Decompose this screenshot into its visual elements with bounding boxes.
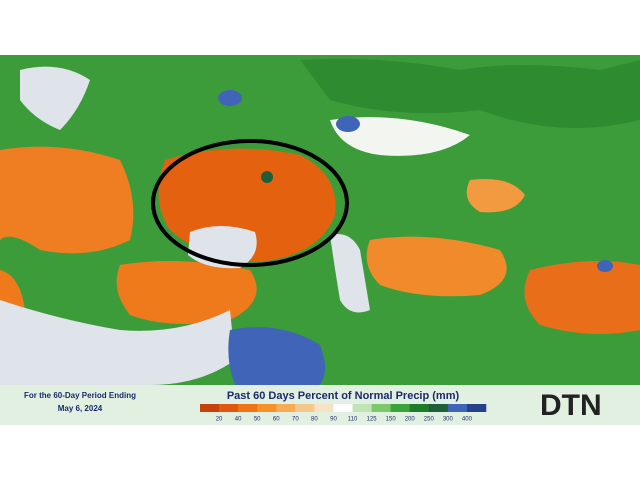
dry-region <box>366 236 507 297</box>
mediterranean-sea <box>0 300 235 385</box>
legend-tick-label: 400 <box>462 417 473 423</box>
wet-spot <box>261 171 273 183</box>
dry-region <box>524 261 640 334</box>
legend-tick-label: 300 <box>443 417 454 423</box>
legend-tick-label: 150 <box>386 417 397 423</box>
legend-swatch <box>371 404 391 412</box>
color-legend: 20 40 50 60 70 80 90 110 125 150 200 250 300 400 <box>200 404 487 423</box>
highlight-circle <box>151 139 349 267</box>
legend-swatch <box>447 404 468 412</box>
dry-region <box>0 146 134 254</box>
legend-swatch <box>314 404 334 412</box>
legend-swatch <box>295 404 315 412</box>
dark-green-region <box>300 58 640 128</box>
legend-swatch <box>200 404 220 412</box>
legend-tick-label: 60 <box>273 417 280 423</box>
baltic-sea <box>20 66 90 130</box>
legend-swatch <box>409 404 430 412</box>
logo: DTN <box>540 389 602 422</box>
legend-swatch <box>257 404 277 412</box>
wet-spot <box>218 90 242 106</box>
legend-swatch <box>276 404 296 412</box>
legend-tick-label: 110 <box>348 417 358 423</box>
dry-region <box>466 179 525 213</box>
legend-tick-label: 250 <box>424 417 435 423</box>
legend-tick-label: 70 <box>292 417 299 423</box>
caspian-sea <box>330 234 370 313</box>
legend-swatch <box>219 404 239 412</box>
caption-line: For the 60-Day Period Ending <box>24 391 136 400</box>
map <box>0 55 640 425</box>
legend-tick-label: 125 <box>367 417 378 423</box>
legend-tick-label: 50 <box>254 417 261 423</box>
wet-region <box>228 327 325 385</box>
legend-swatch <box>333 404 353 412</box>
legend-swatch <box>466 404 487 412</box>
wet-spot <box>597 260 613 272</box>
legend-tick-label: 40 <box>235 417 242 423</box>
wet-normal-region <box>330 117 470 156</box>
legend-swatch <box>428 404 449 412</box>
wet-spot <box>336 116 360 132</box>
legend-swatch <box>352 404 372 412</box>
legend-title: Past 60 Days Percent of Normal Precip (m… <box>227 390 460 402</box>
dry-region <box>116 261 257 324</box>
legend-tick-label: 20 <box>216 417 223 423</box>
legend-tick-label: 90 <box>330 417 337 423</box>
legend-tick-label: 200 <box>405 417 416 423</box>
caption-line: May 6, 2024 <box>58 404 103 413</box>
legend-swatch <box>238 404 258 412</box>
legend-swatch <box>390 404 411 412</box>
legend-tick-label: 80 <box>311 417 318 423</box>
